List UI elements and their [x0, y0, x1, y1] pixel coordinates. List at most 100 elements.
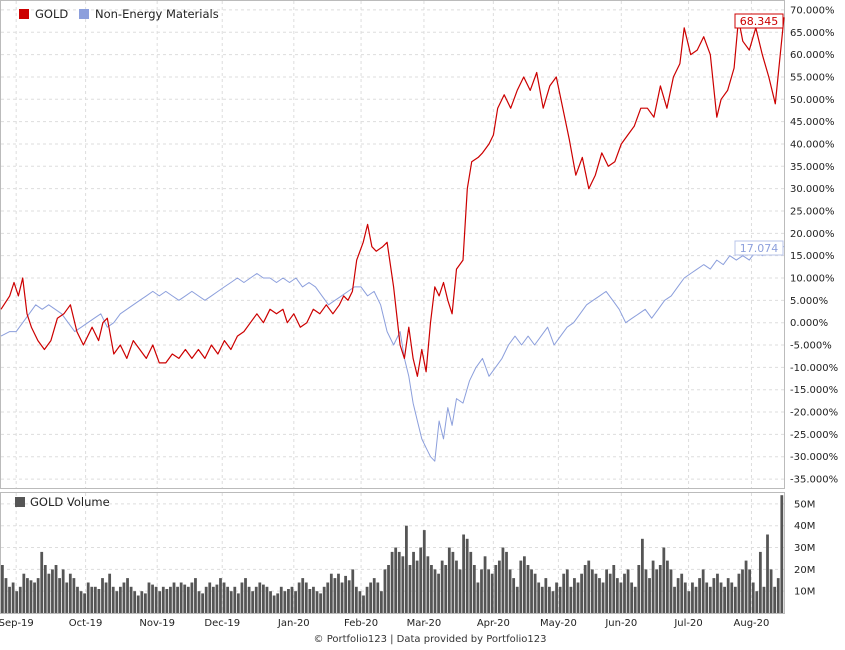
volume-bar: [637, 565, 641, 613]
volume-bar: [169, 586, 172, 613]
volume-bar: [172, 582, 176, 613]
price-y-tick-label: -35.000%: [790, 475, 838, 486]
volume-bar: [415, 560, 419, 613]
volume-bar: [648, 578, 651, 613]
volume-bar: [294, 591, 297, 613]
volume-bar: [748, 569, 752, 613]
volume-bar: [526, 565, 530, 613]
price-y-tick-label: 20.000%: [790, 229, 835, 240]
x-tick-label: Mar-20: [407, 618, 442, 629]
volume-bar: [179, 582, 183, 613]
volume-bar: [290, 586, 294, 613]
volume-bar: [315, 591, 319, 613]
volume-bar: [394, 547, 398, 613]
volume-bars: [1, 495, 784, 613]
volume-bar: [151, 584, 154, 613]
legend-swatch-gold-volume: [15, 497, 25, 507]
volume-bar: [437, 573, 440, 613]
volume-bar: [83, 593, 87, 613]
volume-bar: [58, 578, 61, 613]
volume-bar: [358, 591, 362, 613]
price-y-tick-label: -15.000%: [790, 385, 838, 396]
volume-bar: [354, 586, 358, 613]
volume-bar: [472, 565, 476, 613]
price-y-tick-label: 35.000%: [790, 162, 835, 173]
volume-bar: [279, 586, 283, 613]
price-y-tick-label: 70.000%: [790, 5, 835, 16]
price-y-tick-label: 0.000%: [790, 318, 828, 329]
volume-bar: [251, 591, 255, 613]
volume-bar: [440, 560, 444, 613]
volume-bar: [712, 578, 716, 613]
volume-bar: [751, 582, 755, 613]
footer-credit: © Portfolio123 | Data provided by Portfo…: [314, 634, 547, 645]
volume-bar: [494, 565, 498, 613]
volume-bar: [397, 551, 401, 613]
volume-bar: [601, 582, 605, 613]
volume-bar: [501, 547, 505, 613]
volume-bar: [247, 586, 251, 613]
volume-bar: [691, 582, 694, 613]
end-label-non-energy-materials-box: [734, 240, 784, 256]
volume-bar: [730, 582, 734, 613]
volume-bar: [465, 538, 469, 613]
volume-bar: [326, 582, 330, 613]
volume-bar: [558, 586, 562, 613]
volume-bar: [372, 578, 376, 613]
volume-bar: [201, 593, 204, 613]
volume-bar: [129, 586, 133, 613]
volume-bar: [76, 586, 79, 613]
legend-swatch-non-energy-materials: [79, 9, 89, 19]
volume-bar: [226, 586, 230, 613]
volume-y-tick-label: 20M: [794, 565, 815, 576]
volume-bar: [594, 573, 598, 613]
volume-bar: [655, 569, 659, 613]
volume-bar: [40, 551, 44, 613]
volume-bar: [515, 586, 519, 613]
volume-bar: [530, 569, 533, 613]
volume-bar: [29, 580, 33, 613]
volume-bar: [211, 586, 215, 613]
volume-bar: [287, 589, 290, 613]
price-y-tick-label: 45.000%: [790, 117, 835, 128]
price-y-tick-label: 25.000%: [790, 206, 835, 217]
volume-bar: [480, 569, 483, 613]
volume-bar: [4, 578, 8, 613]
price-y-tick-label: 10.000%: [790, 274, 835, 285]
legend-swatch-gold: [19, 9, 29, 19]
volume-bar: [79, 591, 83, 613]
volume-bar: [405, 525, 408, 613]
price-y-axis: 70.000% 65.000% 60.000% 55.000% 50.000% 45.00…: [790, 5, 838, 485]
volume-bar: [365, 586, 369, 613]
volume-bar: [15, 591, 19, 613]
volume-bar: [258, 582, 262, 613]
volume-bar: [304, 582, 308, 613]
volume-bar: [233, 586, 237, 613]
volume-bar: [726, 578, 730, 613]
volume-bar: [419, 547, 423, 613]
x-tick-label: May-20: [540, 618, 577, 629]
x-tick-label: Nov-19: [139, 618, 175, 629]
volume-bar: [236, 593, 240, 613]
volume-bar: [666, 560, 669, 613]
volume-bar: [161, 586, 165, 613]
x-tick-label: Sep-19: [0, 618, 34, 629]
end-label-gold-box: [734, 13, 784, 29]
volume-bar: [412, 551, 415, 613]
volume-bar: [430, 565, 433, 613]
volume-bar: [97, 589, 101, 613]
volume-bar: [505, 551, 508, 613]
volume-bar: [104, 582, 108, 613]
volume-bar: [676, 578, 680, 613]
volume-bar: [272, 595, 276, 613]
x-tick-label: Jul-20: [673, 618, 702, 629]
volume-bar: [769, 569, 773, 613]
volume-bar: [93, 586, 97, 613]
volume-bar: [630, 582, 634, 613]
volume-bar: [444, 565, 448, 613]
price-y-tick-label: 5.000%: [790, 296, 828, 307]
legend-label-gold: GOLD: [35, 7, 68, 21]
price-lines: [0, 17, 785, 462]
volume-bar: [640, 538, 644, 613]
volume-bar: [490, 573, 494, 613]
